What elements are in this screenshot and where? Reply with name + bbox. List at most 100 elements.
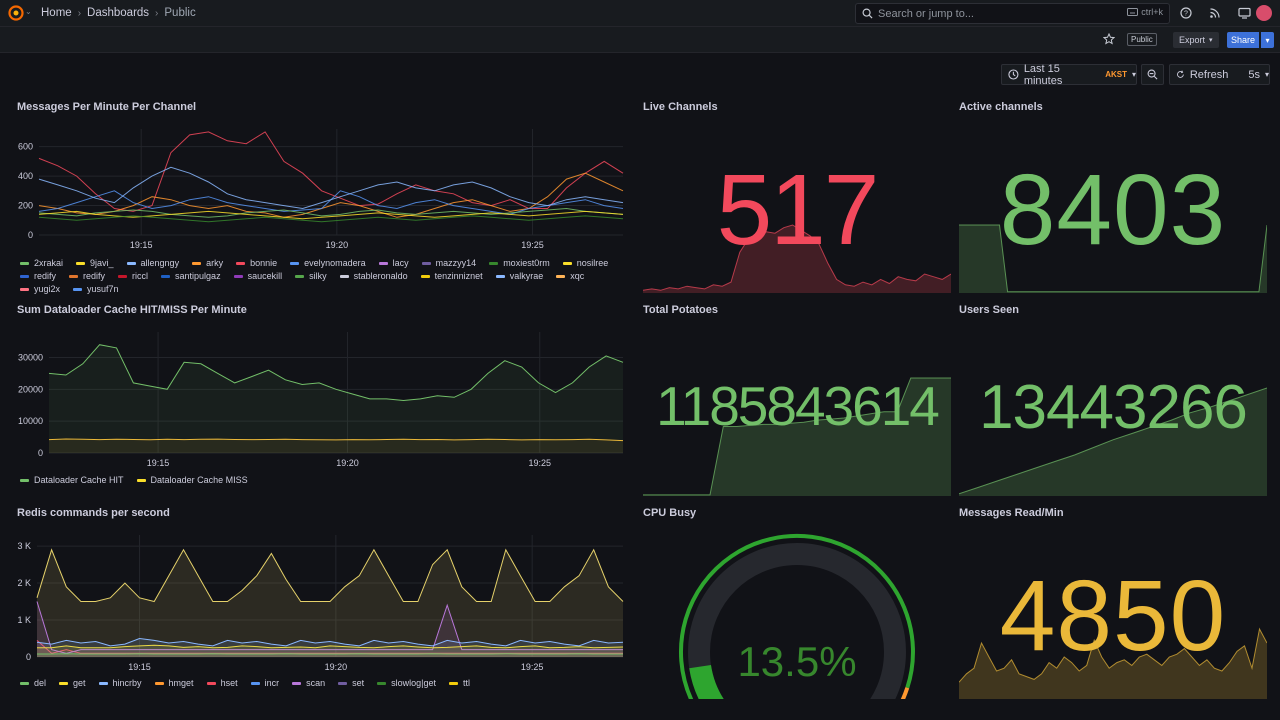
y-tick-label: 10000: [18, 416, 43, 426]
series-line[interactable]: [36, 637, 624, 647]
breadcrumb-dashboards[interactable]: Dashboards: [87, 7, 150, 19]
series-line[interactable]: [38, 210, 624, 220]
legend-item[interactable]: lacy: [378, 258, 409, 268]
y-tick-label: 0: [26, 652, 31, 662]
tv-icon[interactable]: [1236, 5, 1252, 21]
share-button[interactable]: Share: [1227, 32, 1259, 48]
x-tick-label: 19:20: [336, 458, 359, 468]
panel-title[interactable]: Redis commands per second: [17, 507, 170, 519]
legend-item[interactable]: set: [338, 678, 364, 688]
grafana-logo-icon[interactable]: [8, 5, 24, 21]
legend-item[interactable]: get: [59, 678, 86, 688]
y-tick-label: 0: [28, 230, 33, 240]
panel-title[interactable]: Live Channels: [643, 101, 718, 113]
legend-item[interactable]: allengngy: [126, 258, 179, 268]
legend-item[interactable]: redify: [69, 271, 105, 281]
help-icon[interactable]: ?: [1178, 5, 1194, 21]
legend-label: saucekill: [247, 271, 283, 281]
breadcrumb-separator-icon: ›: [77, 7, 82, 19]
legend-item[interactable]: 2xrakai: [20, 258, 63, 268]
legend-swatch: [233, 274, 243, 278]
legend-item[interactable]: Dataloader Cache MISS: [136, 475, 248, 485]
legend-swatch: [20, 274, 29, 278]
series-line[interactable]: [37, 644, 624, 649]
series-line[interactable]: [48, 344, 624, 402]
legend-item[interactable]: valkyrae: [495, 271, 543, 281]
logo-chevron-icon[interactable]: ⌄: [25, 7, 32, 16]
zoom-out-button[interactable]: [1141, 64, 1164, 85]
sparkline-line: [959, 387, 1267, 495]
series-line[interactable]: [38, 215, 624, 223]
legend-item[interactable]: mazzyy14: [421, 258, 477, 268]
legend-swatch: [338, 681, 348, 685]
series-line[interactable]: [38, 166, 624, 210]
legend-item[interactable]: moxiest0rm: [489, 258, 550, 268]
panel-title[interactable]: Sum Dataloader Cache HIT/MISS Per Minute: [17, 304, 247, 316]
x-tick-label: 19:20: [325, 662, 348, 672]
legend-label: mazzyy14: [435, 258, 477, 268]
legend-item[interactable]: scan: [292, 678, 325, 688]
time-range-picker[interactable]: Last 15 minutes AKST ▾: [1001, 62, 1137, 87]
y-tick-label: 0: [38, 448, 43, 458]
panel-title[interactable]: Active channels: [959, 101, 1043, 113]
rss-icon[interactable]: [1207, 5, 1223, 21]
legend-swatch: [59, 681, 69, 685]
legend-item[interactable]: evelynomadera: [290, 258, 366, 268]
cpu-busy-gauge: [678, 534, 915, 699]
legend-item[interactable]: yusuf7n: [73, 284, 119, 294]
x-tick-label: 19:25: [521, 240, 544, 250]
panel-title[interactable]: Messages Read/Min: [959, 507, 1064, 519]
refresh-picker[interactable]: Refresh 5s ▾: [1169, 64, 1270, 85]
legend-label: Dataloader Cache HIT: [34, 475, 124, 485]
time-range-label: Last 15 minutes: [1023, 62, 1063, 87]
user-avatar[interactable]: [1256, 5, 1272, 21]
legend-swatch: [20, 261, 29, 265]
legend-item[interactable]: redify: [20, 271, 56, 281]
legend-item[interactable]: incr: [250, 678, 279, 688]
legend-label: tenzinniznet: [434, 271, 483, 281]
legend-item[interactable]: del: [20, 678, 46, 688]
legend-item[interactable]: slowlog|get: [377, 678, 436, 688]
legend-item[interactable]: stableronaldo: [339, 271, 408, 281]
breadcrumb-home[interactable]: Home: [41, 7, 72, 19]
users-seen-panel: Users Seen 13443266: [959, 304, 1267, 496]
legend-label: set: [352, 678, 365, 688]
panel-title[interactable]: CPU Busy: [643, 507, 697, 519]
series-line[interactable]: [38, 207, 624, 218]
series-line[interactable]: [48, 438, 624, 442]
legend-item[interactable]: yugi2x: [20, 284, 60, 294]
legend-item[interactable]: xqc: [556, 271, 584, 281]
top-navbar: ⌄ Home › Dashboards › Public Search or j…: [0, 0, 1280, 27]
legend-swatch: [378, 261, 388, 265]
panel-title[interactable]: Users Seen: [959, 304, 1019, 316]
legend-label: silky: [309, 271, 327, 281]
legend-label: bonnie: [250, 258, 278, 268]
legend-item[interactable]: tenzinniznet: [420, 271, 483, 281]
panel-title[interactable]: Messages Per Minute Per Channel: [17, 101, 197, 113]
share-dropdown-chevron-icon[interactable]: ▾: [1261, 32, 1274, 48]
legend-item[interactable]: Dataloader Cache HIT: [20, 475, 124, 485]
timezone-badge: AKST: [1105, 70, 1127, 79]
dashboard-toolbar: Public Export ▾ Share ▾: [0, 27, 1280, 53]
legend-item[interactable]: saucekill: [233, 271, 283, 281]
star-icon[interactable]: [1102, 32, 1116, 48]
series-line[interactable]: [36, 601, 623, 654]
series-line[interactable]: [36, 548, 624, 603]
legend-item[interactable]: hmget: [154, 678, 194, 688]
panel-title[interactable]: Total Potatoes: [643, 304, 718, 316]
legend-item[interactable]: riccl: [118, 271, 148, 281]
refresh-interval[interactable]: 5s: [1248, 68, 1260, 81]
legend-item[interactable]: ttl: [449, 678, 470, 688]
legend-label: lacy: [392, 258, 409, 268]
legend-label: hmget: [168, 678, 194, 688]
legend-item[interactable]: santipulgaz: [161, 271, 221, 281]
legend-item[interactable]: bonnie: [236, 258, 277, 268]
legend-item[interactable]: silky: [295, 271, 327, 281]
search-input[interactable]: Search or jump to... ctrl+k: [855, 3, 1170, 24]
export-button[interactable]: Export ▾: [1173, 32, 1219, 48]
legend-item[interactable]: hincrby: [98, 678, 142, 688]
legend-item[interactable]: nosilree: [562, 258, 608, 268]
legend-item[interactable]: arky: [192, 258, 223, 268]
legend-item[interactable]: 9javi_: [76, 258, 114, 268]
legend-item[interactable]: hset: [206, 678, 238, 688]
